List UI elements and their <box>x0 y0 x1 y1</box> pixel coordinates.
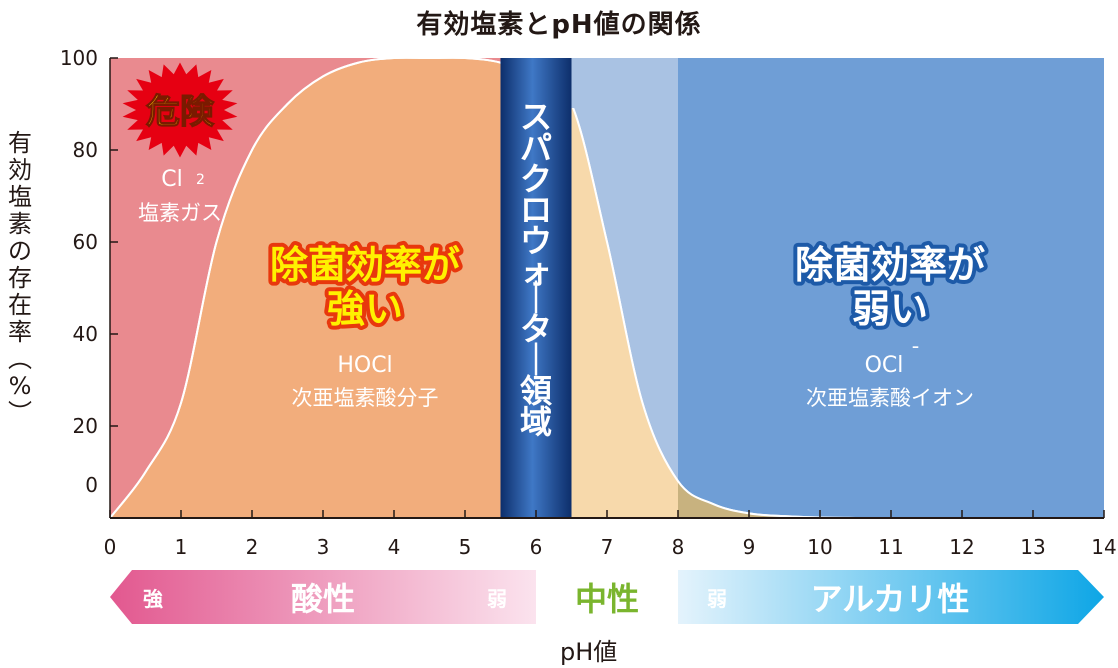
x-tick-label: 6 <box>530 535 543 559</box>
sparko-char: ウ <box>520 222 552 260</box>
sparko-char: パ <box>520 129 552 167</box>
x-tick-label: 1 <box>175 535 188 559</box>
sparko-char: ォ <box>520 253 552 291</box>
y-axis-title: 有効塩素の存在率 ︵% ︶ <box>2 130 38 427</box>
sparko-char: タ <box>520 310 552 348</box>
acid-label: 酸性 <box>291 580 355 618</box>
x-tick-label: 2 <box>246 535 259 559</box>
sparko-char: 域 <box>520 403 552 441</box>
y-axis-title-char: % <box>8 372 32 400</box>
y-tick-label: 60 <box>73 230 98 254</box>
x-axis-title: pH値 <box>560 638 618 666</box>
y-axis-title-char: 素 <box>8 210 32 238</box>
x-tick-label: 13 <box>1020 535 1045 559</box>
strong-efficacy-line1: 除菌効率が <box>270 243 460 287</box>
y-tick-label: 0 <box>85 473 98 497</box>
neutral-label: 中性 <box>575 580 639 618</box>
cl2-name: 塩素ガス <box>138 201 222 225</box>
hocl-formula: HOCl <box>337 353 392 378</box>
strong-efficacy-line1-outline: 除菌効率が <box>270 243 460 287</box>
y-axis-title-char: ︵ <box>8 345 32 373</box>
sparko-char: 領 <box>520 372 552 410</box>
sparko-char: ｜ <box>520 341 552 379</box>
acid-weak-label: 弱 <box>487 587 507 611</box>
danger-starburst-icon <box>122 62 238 158</box>
y-tick-label: 100 <box>60 46 98 70</box>
y-axis-title-char: の <box>8 237 32 265</box>
sparko-water-band <box>500 58 572 518</box>
y-tick-label: 20 <box>73 414 98 438</box>
x-tick-label: 10 <box>807 535 832 559</box>
ocl-superscript: ¯ <box>911 344 920 365</box>
y-axis-title-char: 率 <box>8 318 32 346</box>
x-tick-label: 4 <box>388 535 401 559</box>
strong-efficacy-line2: 強い <box>327 287 403 331</box>
alkaline-label: アルカリ性 <box>811 580 970 618</box>
ocl-name: 次亜塩素酸イオン <box>806 386 974 410</box>
cl2-subscript: 2 <box>196 172 205 188</box>
weak-efficacy-line2-outline: 弱い <box>852 287 928 331</box>
cl2-formula: Cl <box>161 167 182 192</box>
y-tick-label: 40 <box>73 322 98 346</box>
sparko-char: ス <box>520 98 552 136</box>
sparko-char: ロ <box>520 191 552 229</box>
ocl-formula: OCl <box>865 353 904 378</box>
alkaline-arrow <box>678 570 1104 624</box>
y-tick-label: 80 <box>73 138 98 162</box>
weak-efficacy-line1: 除菌効率が <box>795 243 985 287</box>
y-axis-title-char: 在 <box>8 291 32 319</box>
chart-title: 有効塩素とpH値の関係 <box>416 10 702 40</box>
y-axis-title-char: 存 <box>8 264 32 292</box>
x-tick-label: 9 <box>743 535 756 559</box>
strong-efficacy-line2-outline: 強い <box>327 287 403 331</box>
sparko-char: ク <box>520 160 552 198</box>
x-tick-label: 11 <box>878 535 903 559</box>
acid-arrow <box>110 570 536 624</box>
x-tick-label: 5 <box>459 535 472 559</box>
ocl-zone <box>678 58 1104 518</box>
sparko-char: ｜ <box>520 279 552 317</box>
y-axis-title-char: 効 <box>8 156 32 184</box>
danger-badge-label: 危険 <box>146 92 215 132</box>
hocl-name: 次亜塩素酸分子 <box>292 386 439 410</box>
x-tick-label: 3 <box>317 535 330 559</box>
x-tick-label: 0 <box>104 535 117 559</box>
x-tick-label: 7 <box>601 535 614 559</box>
alkaline-weak-label: 弱 <box>707 587 727 611</box>
y-axis-title-char: 有 <box>8 129 32 157</box>
weak-efficacy-line1-outline: 除菌効率が <box>795 243 985 287</box>
x-tick-label: 14 <box>1091 535 1116 559</box>
hocl-area-alkaline <box>678 481 856 518</box>
x-tick-label: 8 <box>672 535 685 559</box>
x-tick-label: 12 <box>949 535 974 559</box>
hocl-curve-line <box>109 56 856 519</box>
y-axis-title-char: 塩 <box>8 183 32 211</box>
weak-efficacy-line2: 弱い <box>852 287 928 331</box>
acid-strong-label: 強 <box>143 587 163 611</box>
y-axis-title-char: ︶ <box>8 399 32 427</box>
